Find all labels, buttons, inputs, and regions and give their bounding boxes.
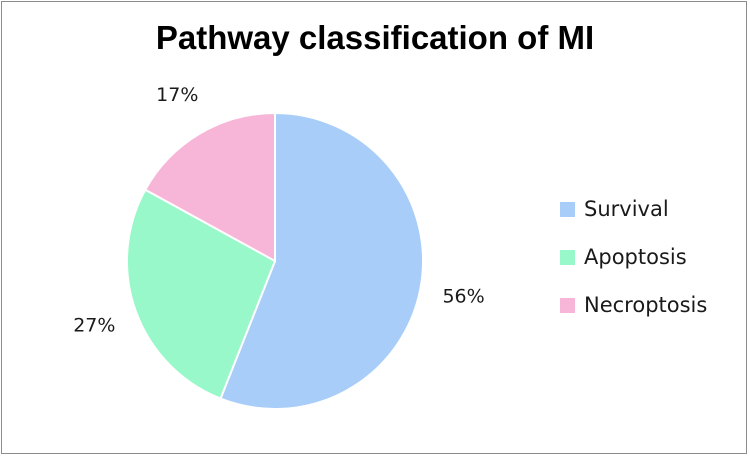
slice-label-survival: 56% [442,285,484,307]
pie-slice-necroptosis [143,111,276,263]
slice-label-apoptosis: 27% [73,315,115,337]
legend-item-apoptosis: Apoptosis [560,245,707,269]
legend-label-survival: Survival [584,197,669,221]
slice-label-necroptosis: 17% [156,84,198,106]
legend-swatch-survival [560,201,575,217]
legend-item-survival: Survival [560,197,707,221]
legend-swatch-apoptosis [560,249,575,265]
pie-slice-survival [219,111,424,410]
legend-item-necroptosis: Necroptosis [560,293,707,317]
legend: Survival Apoptosis Necroptosis [560,197,707,341]
legend-label-apoptosis: Apoptosis [584,245,687,269]
chart-title: Pathway classification of MI [155,19,595,56]
pie-slice-apoptosis [126,188,277,400]
legend-swatch-necroptosis [560,297,575,313]
legend-label-necroptosis: Necroptosis [584,293,708,317]
